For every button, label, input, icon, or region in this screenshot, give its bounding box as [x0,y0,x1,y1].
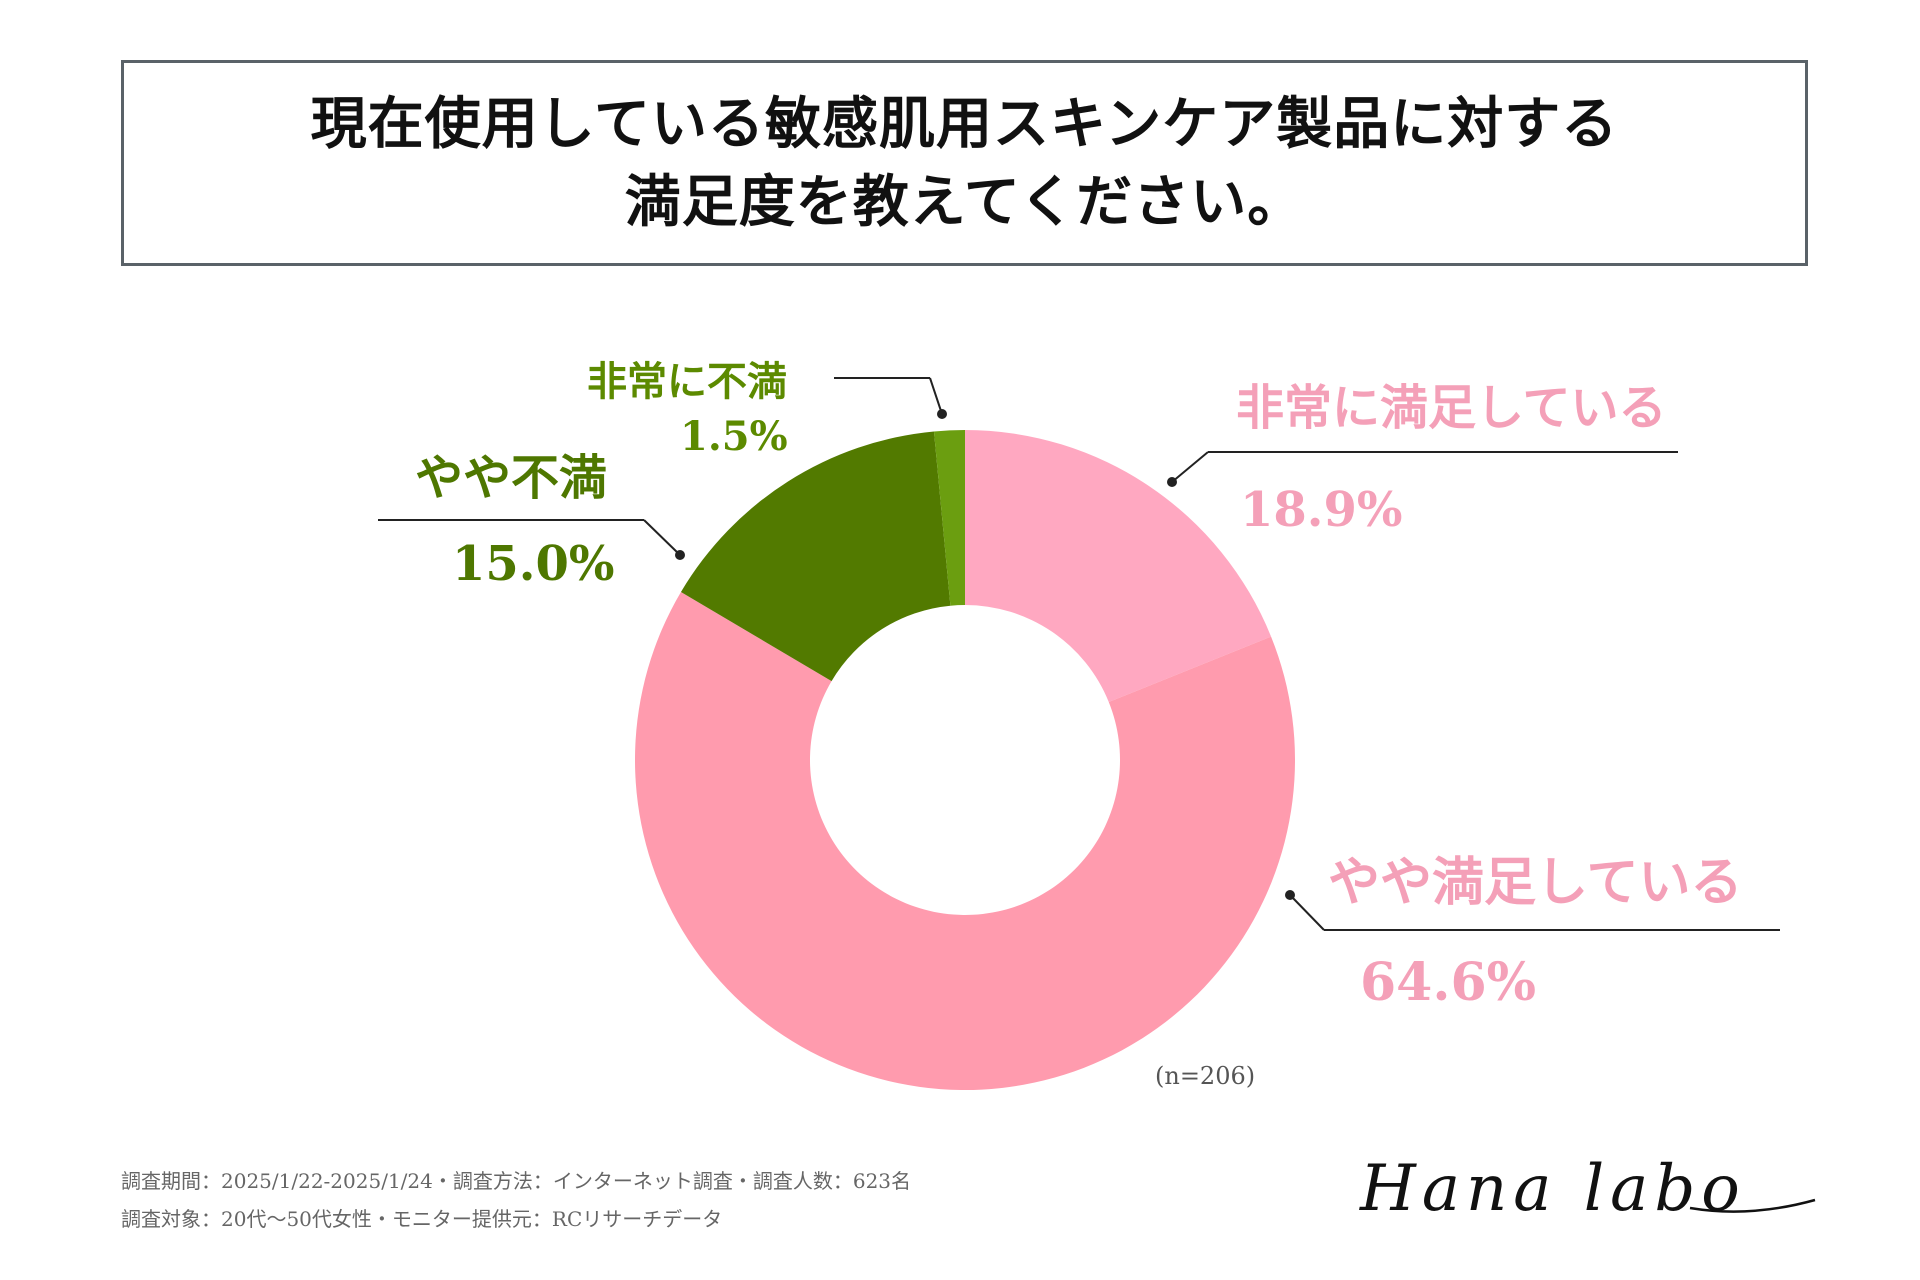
chart-title-line-1: 現在使用している敏感肌用スキンケア製品に対する [310,91,1619,157]
value-label-somewhat-dissatisfied: 15.0% [452,536,615,592]
sample-size-label: (n=206) [1155,1062,1256,1090]
label-somewhat-dissatisfied: やや不満 15.0% [378,450,685,592]
value-label-somewhat-satisfied: 64.6% [1360,952,1536,1013]
leader-line-very-dissatisfied [929,377,943,415]
slice-very-satisfied [965,430,1272,703]
category-label-somewhat-satisfied: やや満足している [1328,852,1742,913]
chart-title-line-2: 満足度を教えてください。 [624,169,1305,235]
leader-line-very-satisfied [1171,451,1209,483]
category-label-very-satisfied: 非常に満足している [1236,380,1667,436]
value-label-very-dissatisfied: 1.5% [680,413,788,460]
label-somewhat-satisfied: やや満足している 64.6% [1285,852,1780,1013]
leader-dot-very-satisfied [1167,477,1177,487]
survey-footer-line-2: 調査対象：20代〜50代女性・モニター提供元：RCリサーチデータ [121,1207,723,1231]
label-very-dissatisfied: 非常に不満 1.5% [587,358,947,460]
leader-dot-somewhat-satisfied [1285,890,1295,900]
category-label-very-dissatisfied: 非常に不満 [587,358,787,405]
slice-somewhat-satisfied [634,592,1295,1091]
donut-slices [634,430,1295,1091]
logo-text: Hana labo [1359,1152,1746,1226]
slice-very-dissatisfied [933,430,965,606]
leader-dot-very-dissatisfied [937,409,947,419]
category-label-somewhat-dissatisfied: やや不満 [415,450,607,506]
label-very-satisfied: 非常に満足している 18.9% [1167,380,1678,538]
logo-swash [1689,1198,1816,1213]
title-box: 現在使用している敏感肌用スキンケア製品に対する 満足度を教えてください。 [121,60,1808,266]
leader-dot-somewhat-dissatisfied [675,550,685,560]
leader-line-somewhat-satisfied [1289,894,1325,931]
leader-line-somewhat-dissatisfied [643,519,681,556]
value-label-very-satisfied: 18.9% [1240,482,1403,538]
slice-somewhat-dissatisfied [680,431,951,682]
hana-labo-logo: Hana labo [1359,1152,1816,1226]
survey-footer-line-1: 調査期間：2025/1/22-2025/1/24・調査方法：インターネット調査・… [121,1169,912,1193]
